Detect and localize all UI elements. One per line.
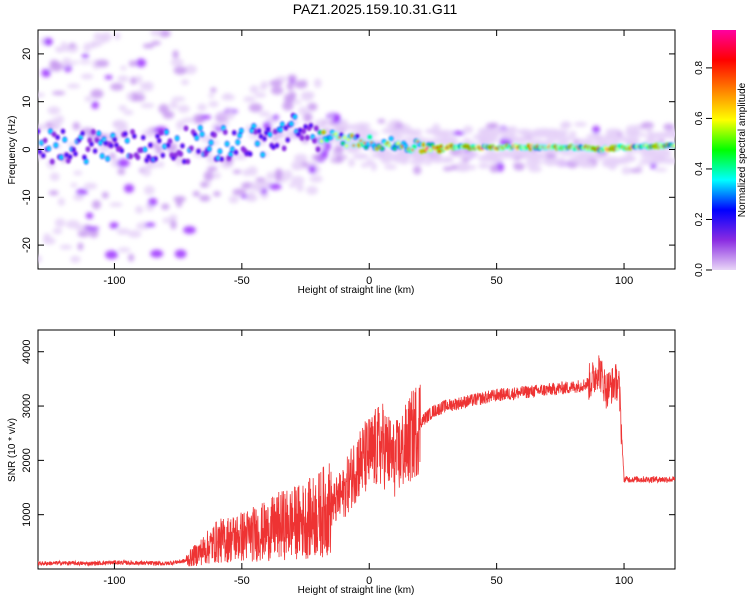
snr-y-tick-label: 4000: [21, 339, 33, 363]
colorbar-tick-label: 0.0: [694, 263, 705, 277]
spectrogram-x-tick-label: -100: [103, 275, 125, 287]
snr-y-tick-label: 1000: [21, 502, 33, 526]
spectrogram-x-ticks: -100 -50 0 50 100: [103, 30, 633, 287]
spectrogram-x-tick-label: 50: [491, 275, 503, 287]
snr-x-ticks: -100 -50 0 50 100: [103, 330, 633, 587]
snr-panel: -100 -50 0 50 100 1000 2000 3000 4000 Height of…: [7, 329, 676, 596]
colorbar-tick-label: 0.2: [694, 212, 705, 226]
spectrogram-x-tick-label: 100: [615, 275, 633, 287]
colorbar-tick-label: 0.8: [694, 61, 705, 75]
snr-x-label: Height of straight line (km): [298, 585, 415, 596]
spectrogram-y-tick-label: 20: [21, 48, 33, 60]
spectrogram-x-label: Height of straight line (km): [298, 285, 415, 296]
snr-y-ticks: 1000 2000 3000 4000: [21, 339, 675, 527]
figure-title: PAZ1.2025.159.10.31.G11: [293, 1, 458, 17]
spectrogram-y-ticks: -20 -10 0 10 20: [21, 48, 675, 253]
snr-x-tick-label: -100: [103, 575, 125, 587]
spectrogram-y-tick-label: 10: [21, 96, 33, 108]
spectrogram-y-tick-label: -20: [21, 237, 33, 253]
colorbar-label: Normalized spectral amplitude: [737, 82, 748, 217]
colorbar-ticks: 0.0 0.2 0.4 0.6 0.8: [694, 61, 712, 277]
colorbar: 0.0 0.2 0.4 0.6 0.8 Normalized spectral ampl…: [694, 30, 748, 277]
spectrogram-y-tick-label: 0: [21, 146, 33, 152]
colorbar-tick-label: 0.6: [694, 111, 705, 125]
snr-x-tick-label: 50: [491, 575, 503, 587]
snr-series-line: [38, 355, 675, 567]
snr-y-label: SNR (10 * v/v): [7, 418, 18, 482]
snr-frame: [37, 329, 676, 570]
spectrogram-x-tick-label: 0: [366, 275, 372, 287]
spectrogram-x-tick-label: -50: [234, 275, 250, 287]
snr-x-tick-label: 100: [615, 575, 633, 587]
snr-y-tick-label: 3000: [21, 394, 33, 418]
spectrogram-y-label: Frequency (Hz): [7, 116, 18, 185]
snr-x-tick-label: -50: [234, 575, 250, 587]
snr-x-tick-label: 0: [366, 575, 372, 587]
colorbar-tick-label: 0.4: [694, 162, 705, 176]
spectrogram-image: [38, 30, 675, 263]
spectrogram-y-tick-label: -10: [21, 189, 33, 205]
snr-y-tick-label: 2000: [21, 448, 33, 472]
colorbar-gradient: [712, 30, 736, 270]
